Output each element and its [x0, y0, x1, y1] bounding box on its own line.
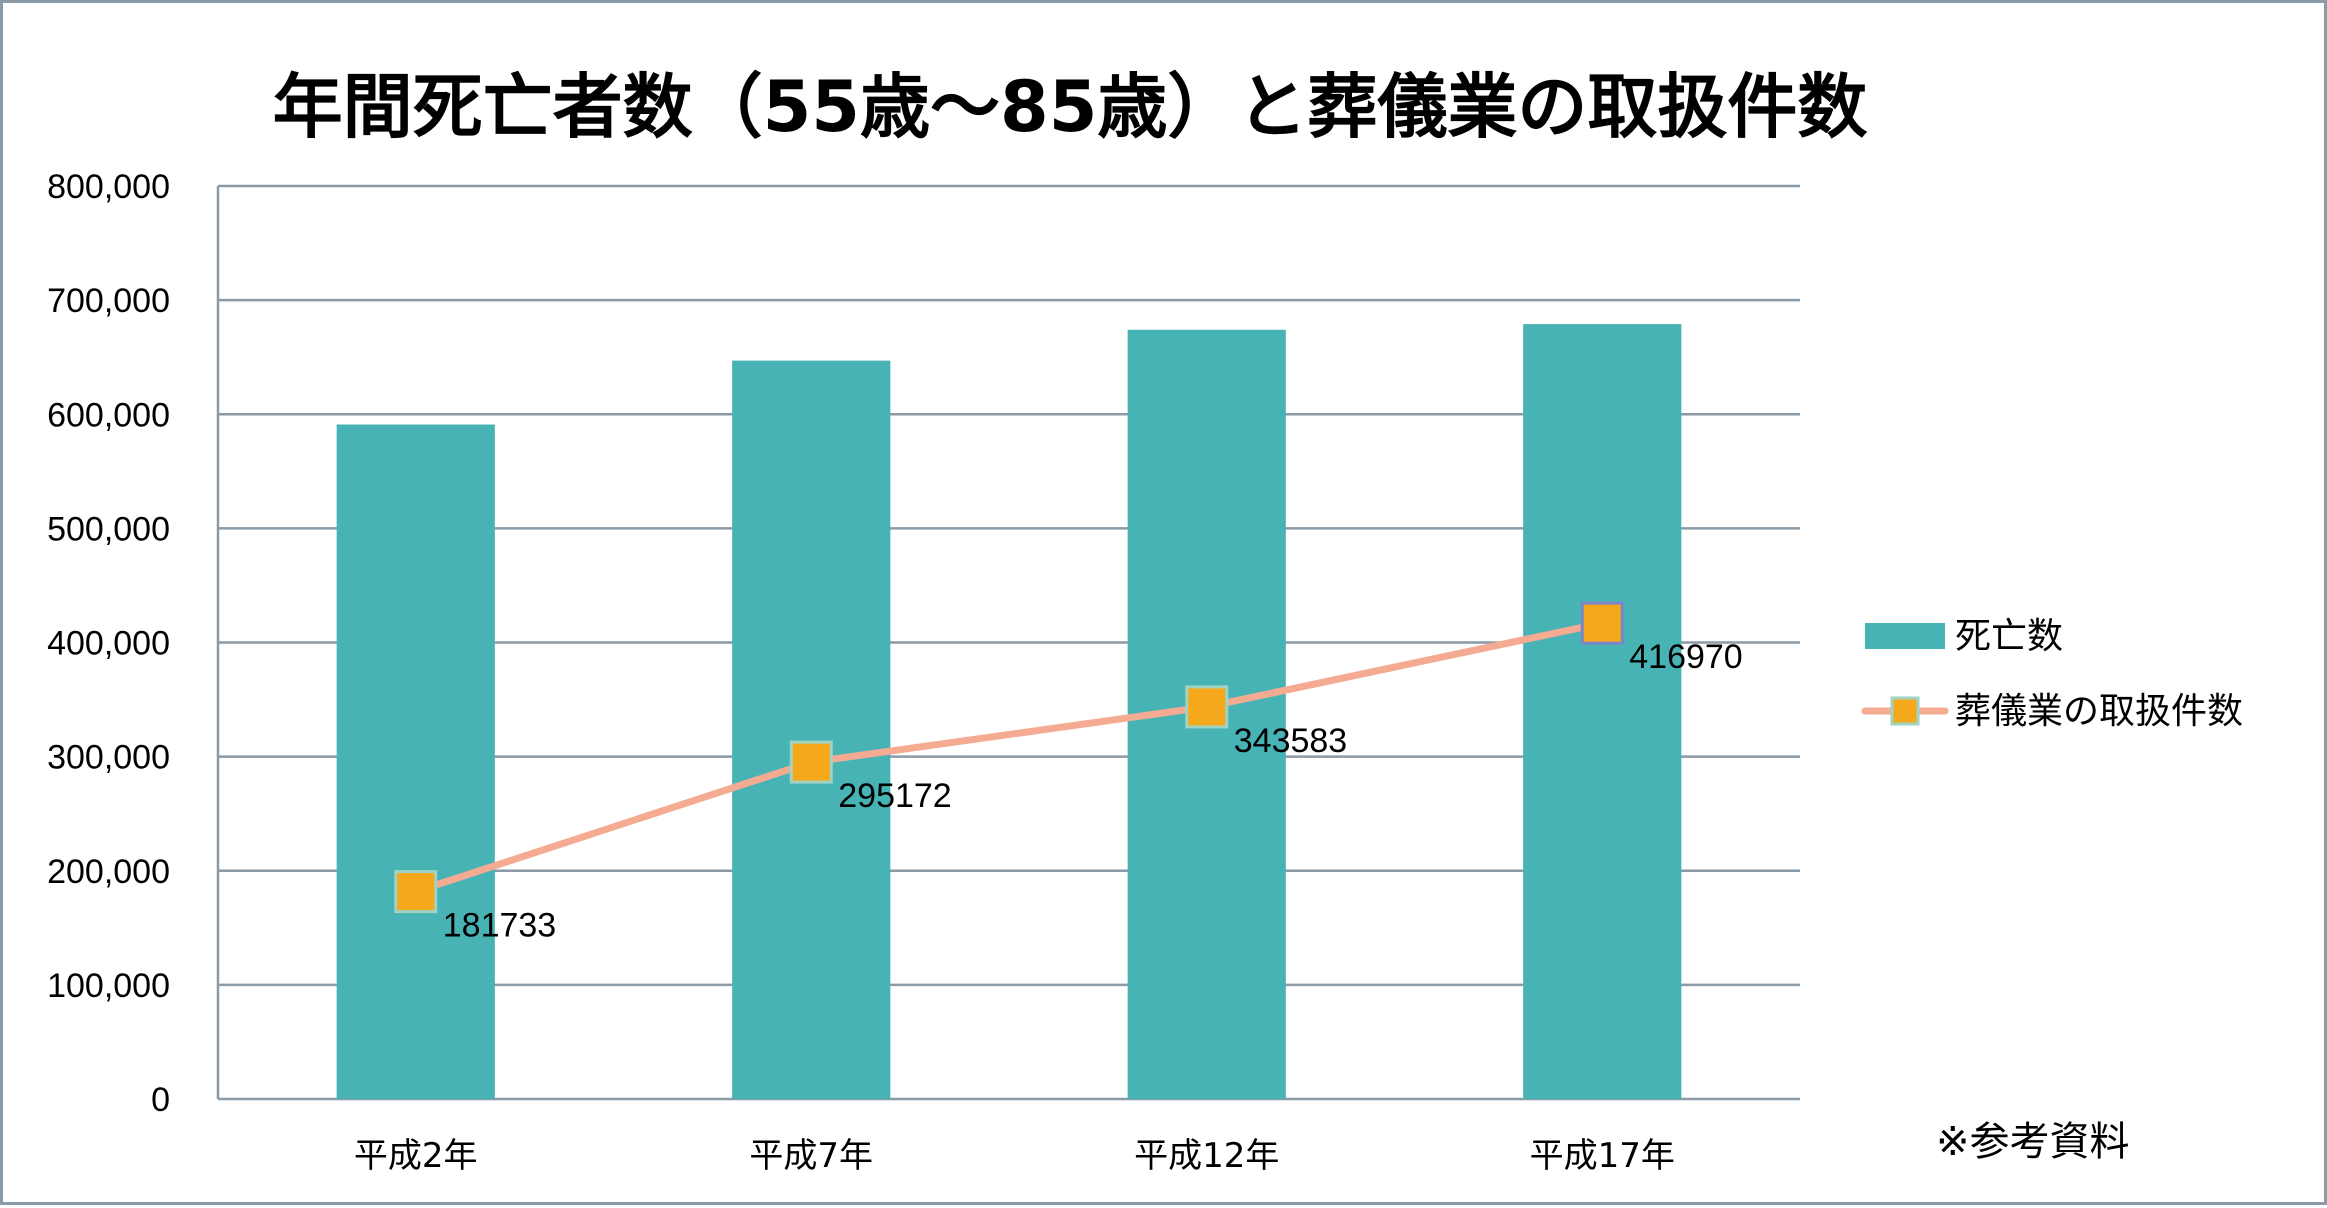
y-tick-label-700000: 700,000 [47, 282, 170, 320]
data-label-平成7年: 295172 [838, 777, 951, 815]
legend-line-marker [1890, 696, 1920, 726]
marker-平成17年 [1580, 601, 1624, 645]
data-label-平成2年: 181733 [443, 907, 556, 945]
marker-平成12年 [1185, 685, 1229, 729]
bar-平成2年 [336, 424, 495, 1099]
y-tick-label-800000: 800,000 [47, 168, 170, 206]
x-tick-label-平成7年: 平成7年 [749, 1136, 873, 1176]
data-label-平成12年: 343583 [1234, 722, 1347, 760]
funeral-cases-line [412, 619, 1606, 896]
y-tick-label-0: 0 [151, 1081, 170, 1119]
chart-svg: 年間死亡者数（55歳～85歳）と葬儀業の取扱件数 0 100,000 200,000… [47, 66, 2243, 1176]
y-tick-label-200000: 200,000 [47, 853, 170, 891]
reference-note: ※参考資料 [1936, 1119, 2130, 1165]
marker-平成7年 [789, 740, 833, 784]
bar-series [336, 324, 1682, 1100]
legend-label-funeral-cases: 葬儀業の取扱件数 [1955, 691, 2243, 732]
x-tick-label-平成2年: 平成2年 [354, 1136, 478, 1176]
y-tick-label-300000: 300,000 [47, 739, 170, 777]
legend: 死亡数 葬儀業の取扱件数 [1861, 616, 2243, 732]
legend-bar-swatch [1865, 623, 1945, 649]
x-axis-tick-labels: 平成2年 平成7年 平成12年 平成17年 [354, 1136, 1675, 1176]
bar-平成7年 [732, 360, 891, 1100]
bar-平成17年 [1523, 324, 1682, 1099]
line-series: 181733 295172 343583 416970 [394, 601, 1743, 945]
y-tick-label-500000: 500,000 [47, 510, 170, 548]
marker-平成2年 [394, 870, 438, 914]
legend-label-deaths: 死亡数 [1955, 616, 2063, 657]
y-axis-tick-labels: 0 100,000 200,000 300,000 400,000 500,000 600,… [47, 168, 170, 1119]
y-tick-label-100000: 100,000 [47, 967, 170, 1005]
y-tick-label-600000: 600,000 [47, 396, 170, 434]
y-tick-label-400000: 400,000 [47, 625, 170, 663]
data-label-平成17年: 416970 [1629, 638, 1742, 676]
x-tick-label-平成12年: 平成12年 [1134, 1136, 1279, 1176]
x-tick-label-平成17年: 平成17年 [1530, 1136, 1675, 1176]
chart-title: 年間死亡者数（55歳～85歳）と葬儀業の取扱件数 [273, 66, 1868, 148]
